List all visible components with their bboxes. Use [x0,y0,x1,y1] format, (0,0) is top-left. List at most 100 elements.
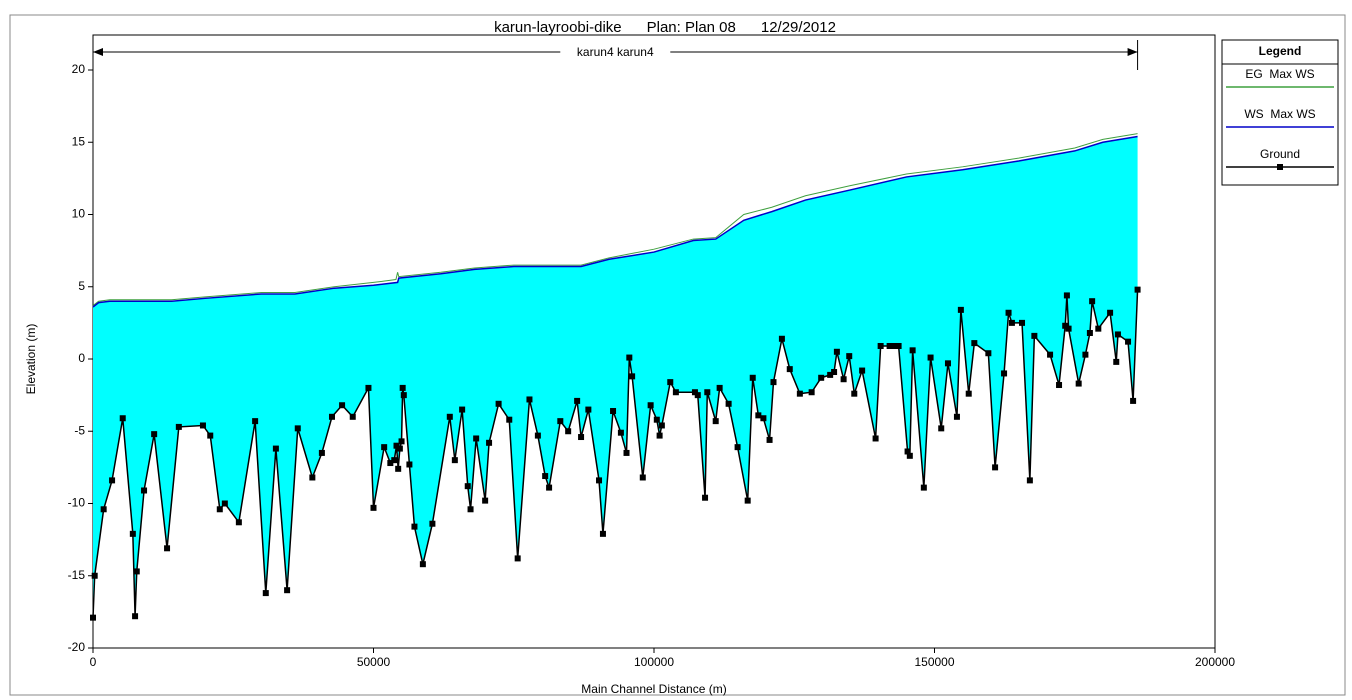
ground-point [831,369,838,376]
ground-point [400,392,407,399]
ground-point [694,392,701,399]
ground-point [909,347,916,354]
y-tick-label: -20 [68,640,86,654]
ground-point [770,379,777,386]
ground-point [199,422,206,429]
ground-point [1134,286,1141,293]
y-tick-label: -5 [74,423,85,437]
ground-point [1047,351,1054,358]
ground-point [818,374,825,381]
ground-point [859,367,866,374]
ground-point [760,415,767,422]
ground-point [1114,331,1121,338]
legend-label: EG Max WS [1245,67,1314,81]
y-axis-title: Elevation (m) [24,324,38,395]
ground-point [464,483,471,490]
ground-point [702,494,709,501]
ground-point [872,435,879,442]
ground-point [846,353,853,360]
ground-point [451,457,458,464]
ground-point [546,484,553,491]
ground-point [318,449,325,456]
ground-point [526,396,533,403]
ground-point [391,457,398,464]
ground-point [1089,298,1096,305]
ground-point [629,373,636,380]
ground-point [877,342,884,349]
ground-point [309,474,316,481]
ground-point [109,477,116,484]
ground-point [459,406,466,413]
ground-point [294,425,301,432]
ground-point [1130,397,1137,404]
series-line [92,133,1138,306]
legend-label: Ground [1260,147,1300,161]
ground-point [851,390,858,397]
ground-point [387,460,394,467]
ground-point [1086,329,1093,336]
ground-point [596,477,603,484]
legend-title: Legend [1259,44,1302,58]
ground-point [482,497,489,504]
ground-point [656,432,663,439]
ground-point [944,360,951,367]
ground-point [672,389,679,396]
ground-point [1005,309,1012,316]
ground-point [658,422,665,429]
ground-point [1026,477,1033,484]
ground-point [1056,382,1063,389]
ground-point [886,342,893,349]
y-tick-label: 5 [78,279,85,293]
ground-point [895,342,902,349]
ground-point [129,530,136,537]
ground-point [985,350,992,357]
y-tick-label: -15 [68,568,86,582]
series-line [92,135,1138,308]
ground-point [429,520,436,527]
ground-point [755,412,762,419]
ground-point [396,445,403,452]
ground-point [725,400,732,407]
ground-point [766,436,773,443]
y-tick-label: 0 [78,351,85,365]
y-tick-label: 20 [72,62,86,76]
ground-point [235,519,242,526]
ground-point [623,449,630,456]
ground-point [349,413,356,420]
ground-point [840,376,847,383]
ground-point [284,587,291,594]
ground-point [262,590,269,597]
ground-point [585,406,592,413]
ground-point [808,389,815,396]
ground-point [151,431,158,438]
ground-point [749,374,756,381]
ground-point [216,506,223,513]
ground-point [486,439,493,446]
ground-point [132,613,139,620]
ground-point [704,389,711,396]
ground-point [534,432,541,439]
ground-point [833,348,840,355]
ground-point [786,366,793,373]
y-tick-label: 15 [72,134,86,148]
ground-point [175,423,182,430]
ground-point [365,384,372,391]
series-line [92,289,1139,618]
ground-point [667,379,674,386]
ground-point [557,418,564,425]
x-tick-label: 100000 [634,655,674,669]
ground-point [141,487,148,494]
y-tick-label: -10 [68,496,86,510]
ground-point [957,306,964,313]
ground-point [904,448,911,455]
ground-point [716,384,723,391]
ground-point [927,354,934,361]
ground-point [399,384,406,391]
ground-point [252,418,259,425]
ground-point [1082,351,1089,358]
ground-point [938,425,945,432]
ground-point [599,530,606,537]
ground-point [626,354,633,361]
ground-point [965,390,972,397]
